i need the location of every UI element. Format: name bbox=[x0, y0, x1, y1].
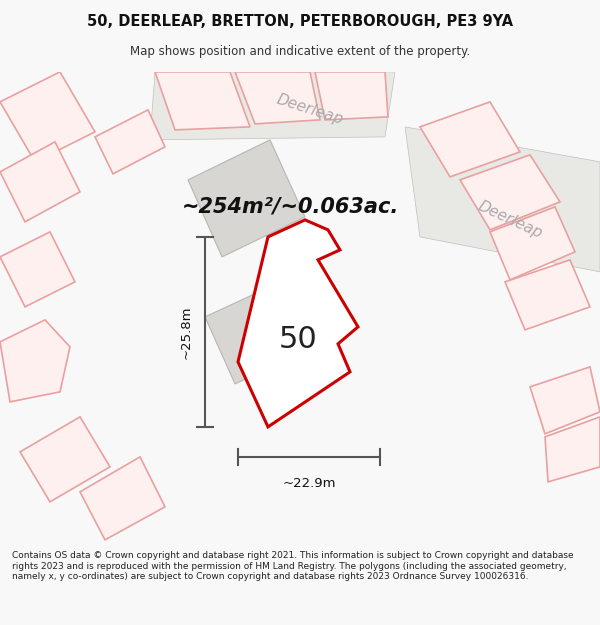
Polygon shape bbox=[188, 140, 305, 257]
Polygon shape bbox=[20, 417, 110, 502]
Text: Deerleap: Deerleap bbox=[275, 92, 346, 128]
Text: ~22.9m: ~22.9m bbox=[282, 477, 336, 490]
Polygon shape bbox=[95, 110, 165, 174]
Polygon shape bbox=[0, 142, 80, 222]
Polygon shape bbox=[235, 72, 320, 124]
Polygon shape bbox=[420, 102, 520, 177]
Text: Map shows position and indicative extent of the property.: Map shows position and indicative extent… bbox=[130, 44, 470, 58]
Text: ~254m²/~0.063ac.: ~254m²/~0.063ac. bbox=[181, 197, 398, 217]
Polygon shape bbox=[460, 155, 560, 230]
Text: 50: 50 bbox=[278, 326, 317, 354]
Polygon shape bbox=[315, 72, 388, 120]
Polygon shape bbox=[205, 280, 315, 384]
Polygon shape bbox=[238, 220, 358, 427]
Polygon shape bbox=[545, 417, 600, 482]
Polygon shape bbox=[405, 127, 600, 272]
Polygon shape bbox=[530, 367, 600, 434]
Text: 50, DEERLEAP, BRETTON, PETERBOROUGH, PE3 9YA: 50, DEERLEAP, BRETTON, PETERBOROUGH, PE3… bbox=[87, 14, 513, 29]
Polygon shape bbox=[155, 72, 250, 130]
Polygon shape bbox=[0, 72, 95, 162]
Polygon shape bbox=[505, 260, 590, 330]
Text: Deerleap: Deerleap bbox=[475, 198, 545, 241]
Polygon shape bbox=[80, 457, 165, 540]
Polygon shape bbox=[150, 72, 395, 140]
Polygon shape bbox=[490, 207, 575, 280]
Text: Contains OS data © Crown copyright and database right 2021. This information is : Contains OS data © Crown copyright and d… bbox=[12, 551, 574, 581]
Polygon shape bbox=[0, 232, 75, 307]
Text: ~25.8m: ~25.8m bbox=[180, 305, 193, 359]
Polygon shape bbox=[0, 320, 70, 402]
